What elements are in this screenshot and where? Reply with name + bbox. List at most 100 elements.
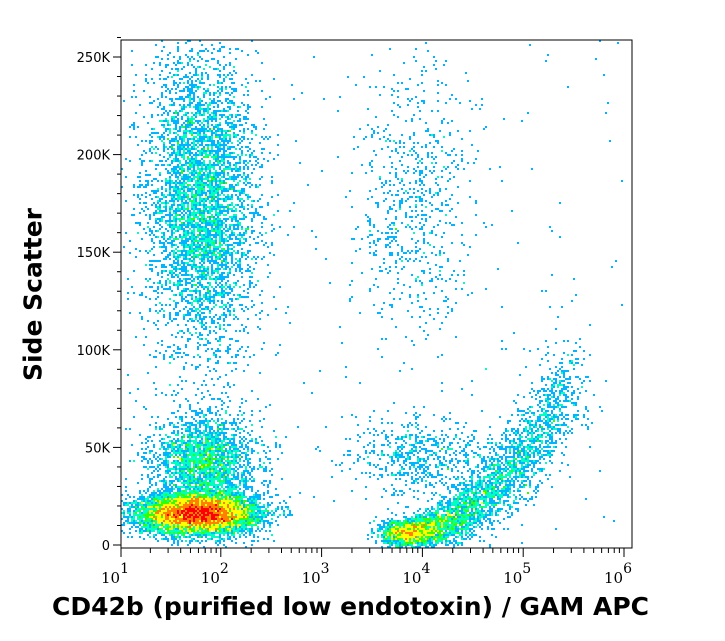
density-cell [277,458,279,460]
density-cell [213,190,215,192]
density-cell [251,496,253,498]
density-cell [223,324,225,326]
density-cell [243,356,245,358]
density-cell [227,228,229,230]
density-cell [157,196,159,198]
density-cell [241,234,243,236]
density-cell [139,504,141,506]
density-cell [179,444,181,446]
density-cell [225,264,227,266]
density-cell [165,350,167,352]
density-cell [199,180,201,182]
density-cell [221,508,223,510]
density-cell [179,166,181,168]
density-cell [175,170,177,172]
density-cell [217,110,219,112]
density-cell [215,250,217,252]
density-cell [163,484,165,486]
density-cell [179,522,181,524]
density-cell [191,204,193,206]
density-cell [171,544,173,546]
density-cell [149,466,151,468]
density-cell [167,88,169,90]
density-cell [227,536,229,538]
density-cell [225,522,227,524]
density-cell [233,448,235,450]
density-cell [229,118,231,120]
density-cell [153,506,155,508]
density-cell [193,526,195,528]
density-cell [177,508,179,510]
density-cell [253,150,255,152]
density-cell [251,414,253,416]
density-cell [217,130,219,132]
density-cell [237,492,239,494]
density-cell [189,224,191,226]
density-cell [127,518,129,520]
density-cell [129,502,131,504]
density-cell [203,534,205,536]
density-cell [205,108,207,110]
density-cell [245,452,247,454]
density-cell [251,410,253,412]
density-cell [181,518,183,520]
density-cell [215,214,217,216]
density-cell [213,472,215,474]
density-cell [191,98,193,100]
density-cell [215,434,217,436]
density-cell [181,486,183,488]
density-cell [143,458,145,460]
density-cell [219,94,221,96]
density-cell [183,298,185,300]
density-cell [181,520,183,522]
density-cell [231,252,233,254]
density-cell [207,74,209,76]
density-cell [219,520,221,522]
density-cell [231,450,233,452]
density-cell [201,76,203,78]
density-cell [241,452,243,454]
density-cell [201,312,203,314]
density-cell [199,268,201,270]
density-cell [277,494,279,496]
density-cell [233,420,235,422]
density-cell [171,180,173,182]
density-cell [211,452,213,454]
density-cell [235,268,237,270]
density-cell [195,132,197,134]
density-cell [243,490,245,492]
density-cell [213,84,215,86]
density-cell [205,134,207,136]
density-cell [209,116,211,118]
density-cell [283,510,285,512]
density-cell [205,510,207,512]
density-cell [133,124,135,126]
density-cell [203,490,205,492]
density-cell [173,190,175,192]
density-cell [125,486,127,488]
density-cell [225,122,227,124]
density-cell [193,258,195,260]
density-cell [205,522,207,524]
density-cell [189,502,191,504]
density-cell [223,214,225,216]
density-cell [175,126,177,128]
density-cell [241,140,243,142]
density-cell [219,356,221,358]
density-cell [231,508,233,510]
density-cell [241,438,243,440]
density-cell [203,546,205,548]
density-cell [241,476,243,478]
density-cell [241,512,243,514]
density-cell [261,348,263,350]
density-cell [215,124,217,126]
density-cell [163,264,165,266]
density-cell [173,166,175,168]
density-cell [161,264,163,266]
density-cell [175,180,177,182]
density-cell [253,518,255,520]
density-cell [205,462,207,464]
density-cell [243,510,245,512]
density-cell [191,526,193,528]
density-cell [201,490,203,492]
